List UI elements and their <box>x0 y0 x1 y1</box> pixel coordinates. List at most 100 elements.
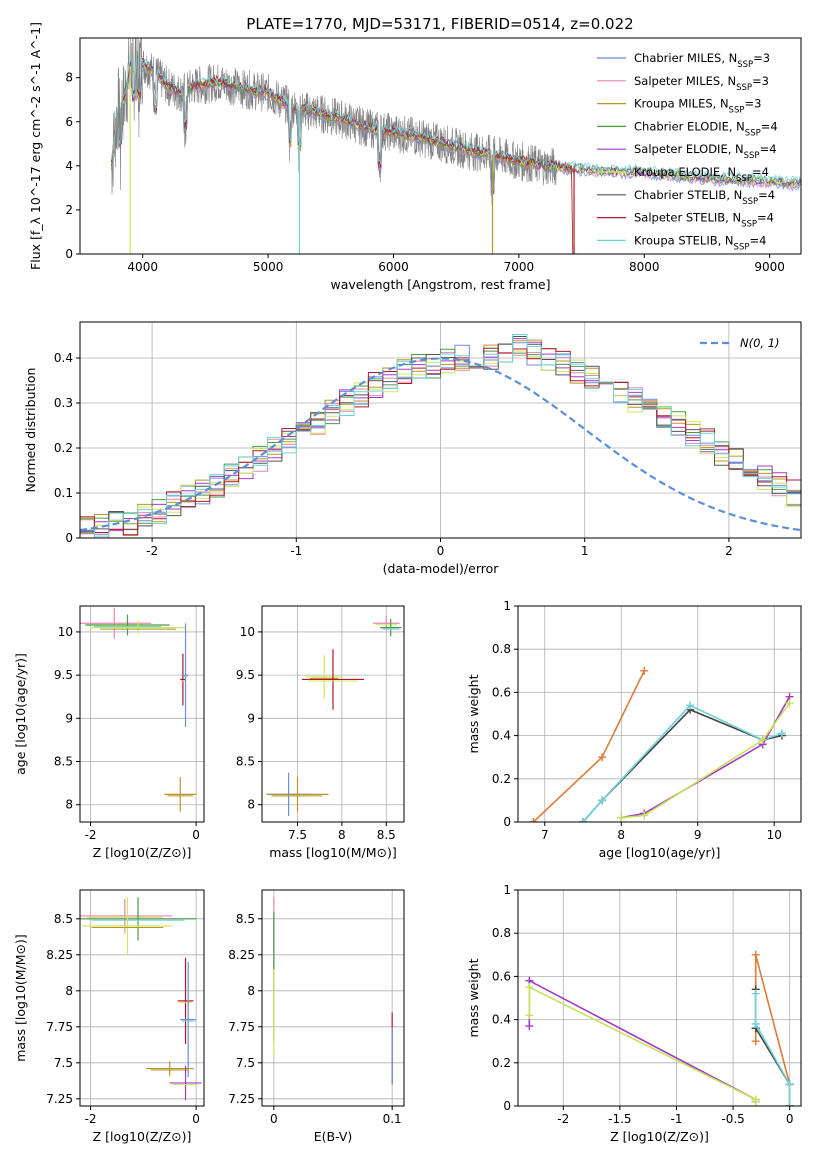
errorbar-point-5 <box>164 777 197 812</box>
y-tick-label: 1 <box>503 883 511 897</box>
chart-age-vs-mass: 7.5 8 8.5 8 8.5 9 9.5 10 mass [log10(M/M⊙)] <box>236 605 405 860</box>
plot-area <box>80 607 197 812</box>
x-axis-label: E(B-V) <box>314 1129 353 1144</box>
plot-area <box>273 897 393 1085</box>
x-tick-label: -1.5 <box>608 1112 631 1126</box>
y-tick-label: 10 <box>58 625 73 639</box>
errorbar-point-3 <box>301 649 365 710</box>
weight-marker-4-3 <box>785 699 794 708</box>
errorbar-point-4 <box>180 962 197 1078</box>
errorbar-point-4 <box>182 623 189 727</box>
y-tick-label: 0.6 <box>492 685 511 699</box>
weight-marker-2-2 <box>686 701 695 710</box>
chart-mass-vs-extinction: 0 0.1 7.25 7.5 7.75 8 8.25 8.5 E(B-V) <box>228 889 405 1144</box>
axes-frame <box>261 889 405 1107</box>
weight-line-1 <box>754 989 791 1106</box>
legend-entry-4: Salpeter ELODIE, NSSP=4 <box>634 142 777 161</box>
errorbar-point-0 <box>80 898 173 934</box>
chart-mass-vs-metallicity: -2 0 7.25 7.5 7.75 8 8.25 8.5 Z [log10(Z/Z⊙)] mas… <box>13 889 205 1144</box>
weight-marker-4-1 <box>525 983 534 992</box>
weight-marker-2-3 <box>785 1080 794 1089</box>
histogram-step-7 <box>80 347 801 536</box>
plot-area <box>529 666 794 822</box>
x-tick-label: -1 <box>290 544 302 558</box>
y-tick-label: 8.5 <box>54 912 73 926</box>
normal-curve <box>80 357 801 532</box>
y-tick-label: 2 <box>65 203 73 217</box>
y-tick-label: 0.4 <box>54 351 73 365</box>
errorbar-point-6 <box>169 1065 202 1101</box>
x-tick-label: 0.1 <box>383 1112 402 1126</box>
plot-area <box>110 38 801 254</box>
chart-spectrum: 4000 5000 6000 7000 8000 9000 0 2 4 6 8 wavelength … <box>28 22 802 292</box>
x-tick-label: 5000 <box>253 260 284 274</box>
spectrum-legend: Chabrier MILES, NSSP=3 Salpeter MILES, NS… <box>597 51 778 252</box>
histogram-step-8 <box>80 334 801 537</box>
x-axis-label: Z [log10(Z/Z⊙)] <box>93 1129 192 1144</box>
y-tick-label: 7.5 <box>236 1056 255 1070</box>
x-tick-label: 6000 <box>378 260 409 274</box>
legend-entry-8: Kroupa STELIB, NSSP=4 <box>634 233 766 252</box>
y-tick-label: 9.5 <box>54 668 73 682</box>
errorbar-point-5 <box>266 777 329 812</box>
weight-marker-0-0 <box>751 1037 760 1046</box>
y-tick-label: 0.8 <box>492 642 511 656</box>
y-tick-label: 6 <box>65 115 73 129</box>
y-tick-label: 7.25 <box>46 1092 73 1106</box>
weight-line-1 <box>582 708 783 822</box>
x-tick-label: 0 <box>192 828 200 842</box>
errorbar-point-2 <box>90 620 186 635</box>
weight-marker-4-1 <box>640 811 649 820</box>
y-axis-label: Flux [f_λ 10^-17 erg cm^-2 s^-1 A^-1] <box>28 22 43 270</box>
weight-line-3 <box>621 696 791 819</box>
chart-mass-weight-vs-age: 7 8 9 10 0 0.2 0.4 0.6 0.8 1 age [log10(age/yr)] ma… <box>466 599 802 860</box>
y-tick-label: 9 <box>65 711 73 725</box>
legend-entry-3: Chabrier ELODIE, NSSP=4 <box>634 119 778 138</box>
x-tick-label: 0 <box>192 1112 200 1126</box>
y-tick-label: 0.8 <box>492 926 511 940</box>
x-tick-label: -2 <box>146 544 158 558</box>
errorbar-point-3 <box>180 653 186 706</box>
axes-frame <box>79 37 802 255</box>
chart-age-vs-metallicity: -2 0 8 8.5 9 9.5 10 Z [log10(Z/Z⊙)] age [log10(a… <box>13 605 205 860</box>
x-tick-label: 1 <box>581 544 589 558</box>
plot-area <box>80 334 801 538</box>
x-tick-label: -2 <box>85 828 97 842</box>
x-axis-label: mass [log10(M/M⊙)] <box>269 845 397 860</box>
x-tick-label: 0 <box>786 1112 794 1126</box>
axes-frame <box>517 889 802 1107</box>
weight-marker-2-1 <box>598 796 607 805</box>
weight-marker-2-4 <box>785 1102 794 1106</box>
plot-area <box>266 616 402 816</box>
y-tick-label: 0 <box>65 531 73 545</box>
legend-entry-0: Chabrier MILES, NSSP=3 <box>634 51 770 70</box>
x-tick-label: 8 <box>338 828 346 842</box>
y-tick-label: 0.4 <box>492 1013 511 1027</box>
plot-area <box>525 950 794 1106</box>
x-tick-label: -0.5 <box>721 1112 744 1126</box>
legend-entry-7: Salpeter STELIB, NSSP=4 <box>634 211 774 230</box>
y-tick-label: 8.5 <box>236 755 255 769</box>
weight-line-2 <box>582 704 783 822</box>
histogram-step-5 <box>80 350 801 526</box>
y-axis-label: age [log10(age/yr)] <box>13 653 28 775</box>
legend-entry-1: Salpeter MILES, NSSP=3 <box>634 74 769 93</box>
x-tick-label: -2 <box>85 1112 97 1126</box>
y-tick-label: 0 <box>503 1099 511 1113</box>
legend-entry: N(0, 1) <box>740 336 780 350</box>
y-tick-label: 8 <box>65 984 73 998</box>
y-tick-label: 0.2 <box>492 1056 511 1070</box>
y-tick-label: 8 <box>65 798 73 812</box>
plot-area <box>80 897 202 1101</box>
x-tick-label: 9000 <box>754 260 785 274</box>
x-tick-label: 7 <box>541 828 549 842</box>
x-tick-label: 8.5 <box>377 828 396 842</box>
y-tick-label: 7.75 <box>228 1020 255 1034</box>
y-tick-label: 8 <box>65 71 73 85</box>
axes-frame <box>261 605 405 823</box>
x-tick-label: 4000 <box>127 260 158 274</box>
errorbar-point-2 <box>82 897 173 955</box>
weight-line-0 <box>754 954 791 1106</box>
x-tick-label: 0 <box>270 1112 278 1126</box>
